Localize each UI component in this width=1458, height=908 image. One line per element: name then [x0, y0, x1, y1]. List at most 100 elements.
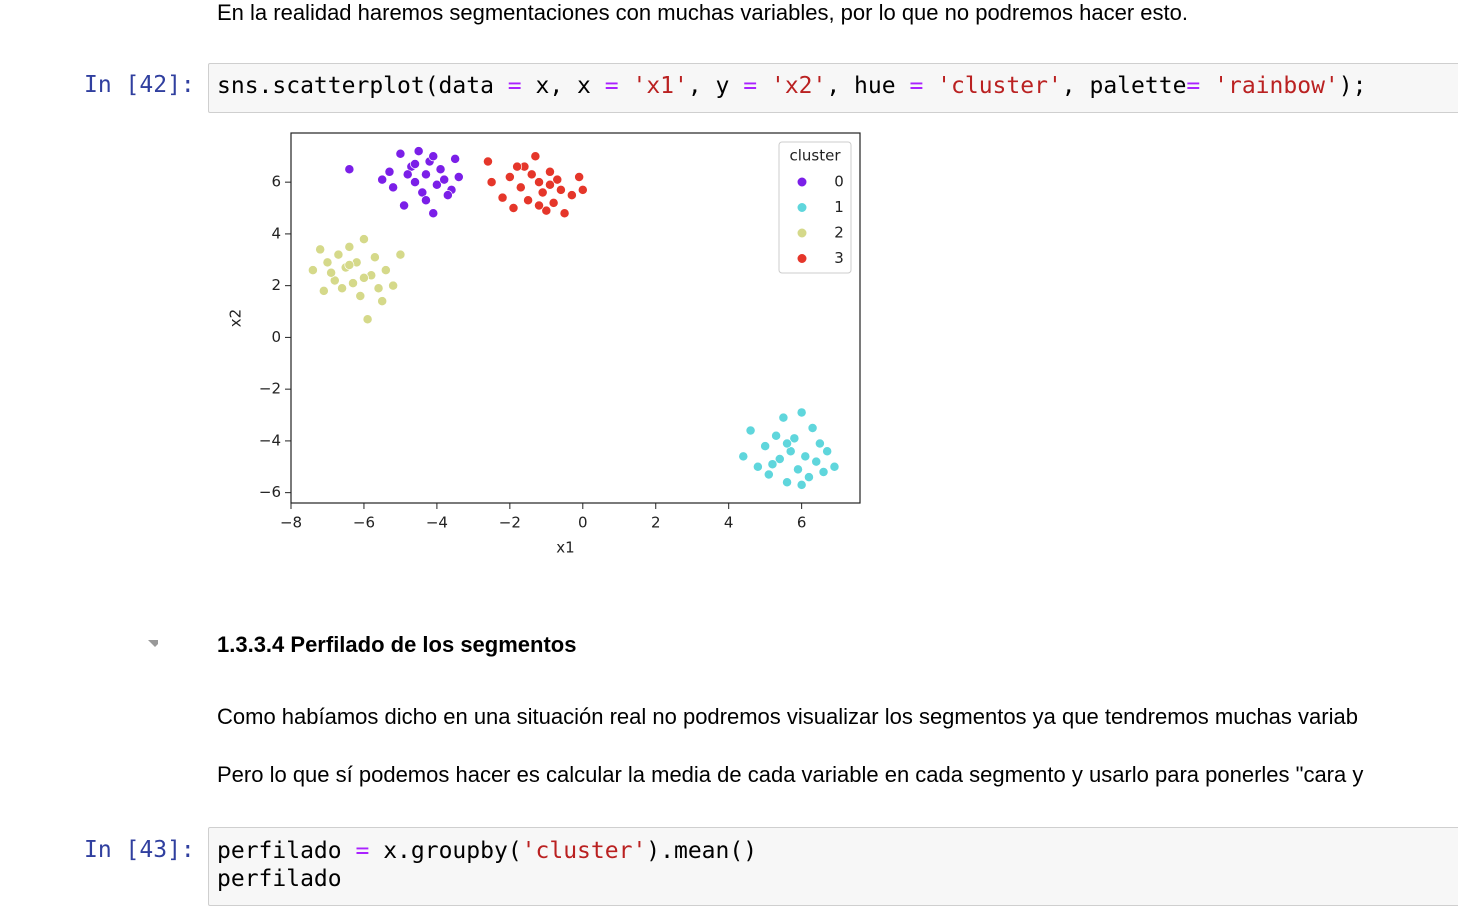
x-tick-label: 0 [578, 514, 588, 532]
code-token: , palette [1061, 73, 1187, 99]
point [774, 454, 785, 464]
point [778, 412, 789, 423]
code-line: perfilado = x.groupby('cluster').mean() [217, 837, 757, 865]
paragraph: Como habíamos dicho en una situación rea… [217, 704, 1358, 729]
point [483, 156, 493, 167]
legend-label: 0 [834, 173, 844, 191]
point [369, 252, 380, 263]
point [344, 241, 355, 252]
point [523, 195, 534, 206]
point [512, 161, 523, 172]
point [796, 407, 807, 418]
point [767, 459, 778, 470]
point [811, 456, 822, 467]
point [803, 472, 814, 483]
point [322, 257, 333, 268]
x-tick-label: −4 [426, 514, 448, 532]
point [534, 200, 544, 211]
point [789, 433, 800, 444]
y-axis-label: x2 [227, 309, 245, 327]
legend-box [778, 141, 852, 274]
point [373, 283, 384, 294]
code-token: 'cluster' [521, 838, 647, 864]
legend-title: cluster [789, 147, 841, 165]
point [384, 166, 395, 177]
point [504, 172, 515, 182]
point [326, 267, 337, 278]
y-tick-label: 0 [271, 328, 281, 346]
x-tick-label: −8 [280, 514, 302, 532]
legend-marker [796, 253, 808, 264]
point [745, 425, 756, 436]
point [796, 479, 807, 490]
code-token [1200, 73, 1214, 99]
legend-label: 1 [834, 198, 844, 216]
intro-text: En la realidad haremos segmentaciones co… [217, 0, 1188, 25]
point [421, 169, 431, 180]
code-token: = [604, 73, 619, 99]
y-tick-label: −2 [259, 380, 281, 398]
point [552, 174, 563, 185]
point [548, 197, 559, 208]
point [793, 464, 803, 475]
point [428, 151, 439, 162]
point [752, 461, 763, 472]
point [442, 190, 453, 201]
point [362, 314, 373, 325]
point [486, 177, 497, 188]
code-token: = [1186, 73, 1201, 99]
x-tick-label: 2 [651, 514, 661, 532]
legend-label: 2 [834, 224, 844, 242]
code-line: perfilado [217, 865, 757, 893]
y-tick-label: 2 [271, 276, 281, 294]
code-token: sns.scatterplot(data [217, 73, 508, 99]
point [545, 166, 555, 177]
section-heading: 1.3.3.4 Perfilado de los segmentos [217, 632, 577, 657]
code-token: 'rainbow' [1214, 73, 1339, 99]
point [822, 446, 833, 457]
point [829, 461, 840, 472]
point [574, 172, 585, 182]
code-token: , hue [826, 73, 910, 99]
y-tick-label: −4 [259, 431, 281, 449]
scatter-chart: −8 −6 −4 −2 0 2 4 6 −6 −4 −2 0 2 4 6 x1 x2 cluster 0 1 2 3 [227, 132, 861, 557]
point [800, 451, 811, 462]
point [771, 430, 782, 441]
point [450, 153, 461, 164]
y-tick-label: −6 [259, 483, 281, 501]
x-tick-label: 6 [797, 514, 807, 532]
x-tick-label: 4 [724, 514, 734, 532]
y-tick-label: 4 [271, 224, 281, 242]
code-token [923, 73, 937, 99]
point [577, 184, 588, 195]
point [344, 260, 355, 270]
code-token: = [743, 73, 758, 99]
point [355, 291, 366, 301]
point [348, 278, 358, 289]
code-token: ); [1338, 73, 1367, 99]
point [534, 177, 544, 188]
code-cell[interactable] [208, 63, 1458, 113]
code-cell[interactable] [208, 827, 1458, 906]
point [402, 169, 413, 180]
code-token: 'x2' [770, 73, 827, 99]
point [541, 205, 552, 216]
legend-marker [796, 176, 808, 188]
code-token: x.groupby( [369, 838, 522, 864]
point [760, 441, 771, 452]
point [526, 169, 537, 180]
point [388, 182, 399, 193]
collapse-arrow[interactable] [148, 638, 158, 648]
y-tick-label: 6 [271, 173, 281, 191]
point [515, 182, 526, 193]
point [333, 249, 344, 260]
point [344, 164, 355, 175]
point [763, 469, 774, 480]
point [318, 285, 329, 296]
prompt: In [42]: [84, 72, 195, 98]
point [559, 208, 570, 219]
point [537, 187, 548, 198]
code-token: = [507, 73, 522, 99]
point [413, 146, 424, 157]
point [782, 477, 793, 488]
